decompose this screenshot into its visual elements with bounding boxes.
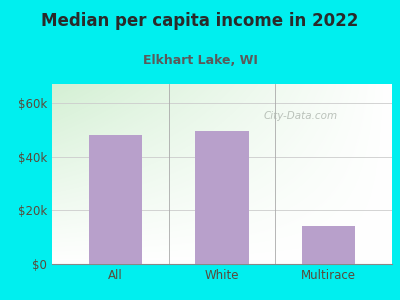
- Bar: [89, 135, 142, 264]
- Text: Median per capita income in 2022: Median per capita income in 2022: [41, 12, 359, 30]
- Text: Elkhart Lake, WI: Elkhart Lake, WI: [142, 54, 258, 67]
- Bar: [302, 226, 355, 264]
- Bar: [196, 131, 248, 264]
- Text: City-Data.com: City-Data.com: [263, 111, 337, 122]
